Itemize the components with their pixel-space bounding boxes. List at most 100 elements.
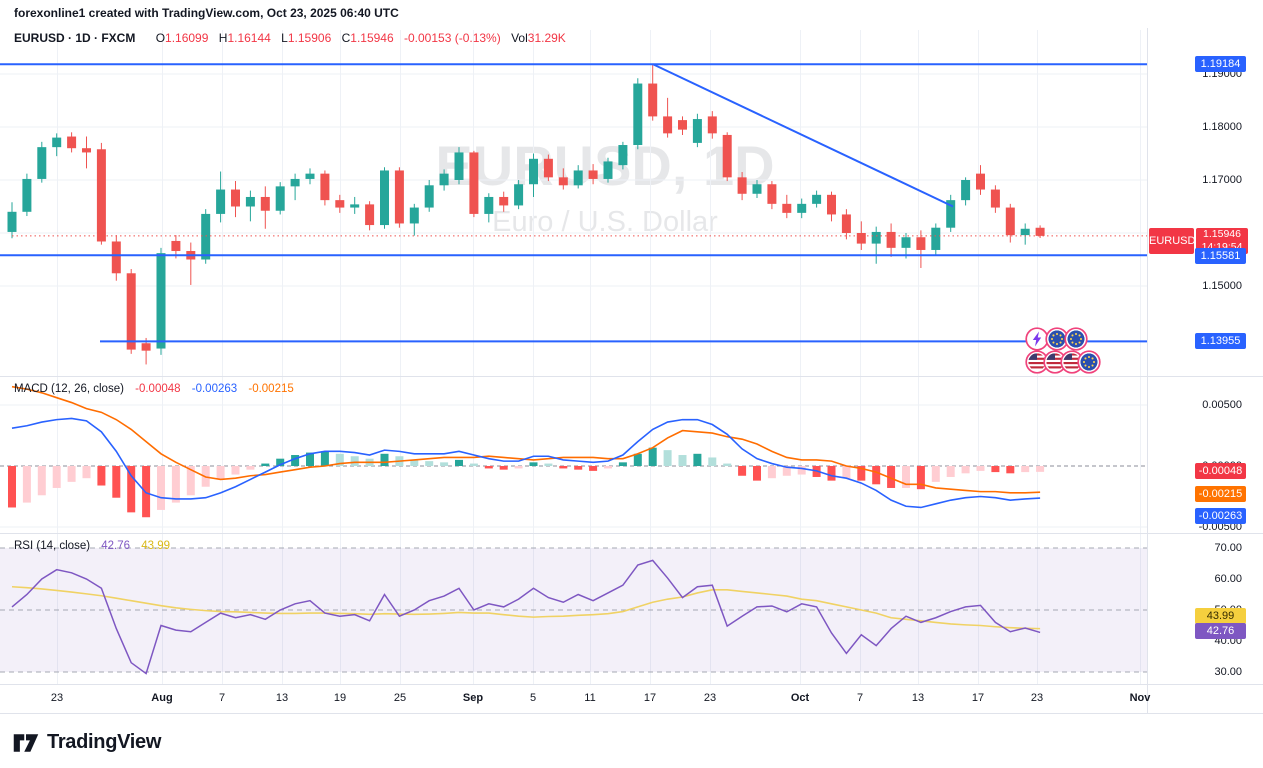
candle [990, 189, 1000, 208]
candle [424, 185, 434, 208]
rsi-title[interactable]: RSI (14, close) [14, 540, 91, 552]
hist-bar [946, 466, 955, 477]
candle [22, 178, 32, 212]
hist-bar [693, 453, 702, 466]
tradingview-logo-icon [13, 733, 39, 752]
hist-bar [469, 463, 478, 466]
candle [216, 189, 226, 214]
us-sticker-icon[interactable] [1043, 350, 1067, 374]
hist-bar [171, 466, 180, 503]
hist-bar [708, 457, 717, 466]
candles-layer [7, 64, 1045, 365]
candle [82, 148, 91, 153]
candle [320, 173, 330, 201]
candle [961, 180, 971, 201]
hist-bar [529, 462, 538, 466]
hist-bar [425, 461, 434, 466]
candle [543, 158, 553, 178]
hist-bar [797, 466, 806, 475]
hist-bar [335, 453, 344, 466]
candle [380, 170, 389, 226]
candle [648, 83, 658, 117]
tradingview-logo[interactable]: TradingView [12, 731, 161, 754]
candle [245, 196, 255, 207]
hist-bar [82, 466, 91, 479]
candle [976, 173, 985, 190]
macd-signal-value: -0.00215 [248, 383, 294, 395]
candle [812, 194, 822, 204]
candle [573, 170, 583, 186]
hist-bar [350, 456, 359, 466]
candle [841, 214, 851, 233]
candle [529, 158, 538, 185]
symbol-watermark: EURUSD, 1D Euro / U.S. Dollar [0, 138, 1210, 237]
candle [514, 184, 524, 206]
hist-bar [931, 466, 940, 482]
candle [707, 116, 717, 134]
eu-sticker-icon[interactable] [1045, 327, 1069, 351]
tradingview-logo-text: TradingView [47, 731, 162, 753]
hist-bar [663, 450, 672, 466]
eu-sticker-icon[interactable] [1077, 350, 1101, 374]
candle [52, 137, 62, 148]
candle [454, 152, 464, 180]
hist-bar [544, 463, 553, 466]
candle [752, 184, 762, 194]
volume-label: Vol [511, 31, 528, 45]
candle [886, 231, 896, 248]
hist-bar [514, 466, 523, 469]
hist-bar [842, 466, 851, 479]
rsi-ma-value: 43.99 [141, 540, 171, 552]
candle [201, 213, 211, 260]
hist-bar [753, 466, 761, 481]
rsi-main-line [11, 559, 1041, 675]
hist-bar [1036, 466, 1045, 472]
candle [901, 237, 911, 248]
hist-bar [976, 466, 985, 471]
hist-bar [440, 462, 449, 466]
rsi-legend[interactable]: RSI (14, close) 42.76 43.99 [14, 540, 170, 552]
hist-bar [559, 466, 568, 469]
candle [67, 136, 77, 149]
hist-bar [857, 466, 866, 481]
hist-bar [380, 453, 389, 466]
hist-bar [320, 451, 329, 466]
macd-legend[interactable]: MACD (12, 26, close) -0.00048 -0.00263 -… [14, 383, 294, 395]
candle [603, 161, 613, 179]
hist-bar [52, 466, 61, 488]
bolt-sticker-icon[interactable] [1025, 327, 1049, 351]
main-series-legend[interactable]: EURUSD · 1D · FXCM O1.16099 H1.16144 L1.… [14, 31, 566, 45]
hist-bar [767, 466, 776, 479]
candle [1020, 228, 1030, 236]
candle [394, 170, 404, 224]
macd-signal-line [11, 385, 1041, 494]
macd-title[interactable]: MACD (12, 26, close) [14, 383, 124, 395]
candle [871, 231, 881, 244]
hist-bar [827, 466, 836, 481]
symbol-interval-exchange[interactable]: EURUSD · 1D · FXCM [14, 31, 136, 45]
hist-bar [246, 466, 255, 470]
us-sticker-icon[interactable] [1060, 350, 1084, 374]
candle [305, 173, 315, 179]
hist-bar [991, 466, 1000, 473]
candle [231, 189, 240, 207]
candle [111, 241, 121, 274]
candle [1035, 227, 1045, 236]
hist-bar [276, 458, 285, 466]
candle [409, 207, 419, 224]
high-label: H [218, 31, 228, 45]
candle [916, 237, 926, 250]
us-sticker-icon[interactable] [1025, 350, 1049, 374]
candle [37, 147, 47, 179]
candle [126, 273, 136, 350]
candle [290, 178, 300, 187]
hist-bar [142, 466, 151, 518]
hist-bar [97, 466, 106, 486]
eu-sticker-icon[interactable] [1064, 327, 1088, 351]
candle [663, 116, 673, 134]
hist-bar [738, 466, 747, 476]
candle [558, 177, 568, 186]
candle [96, 149, 106, 242]
candle [767, 184, 777, 204]
